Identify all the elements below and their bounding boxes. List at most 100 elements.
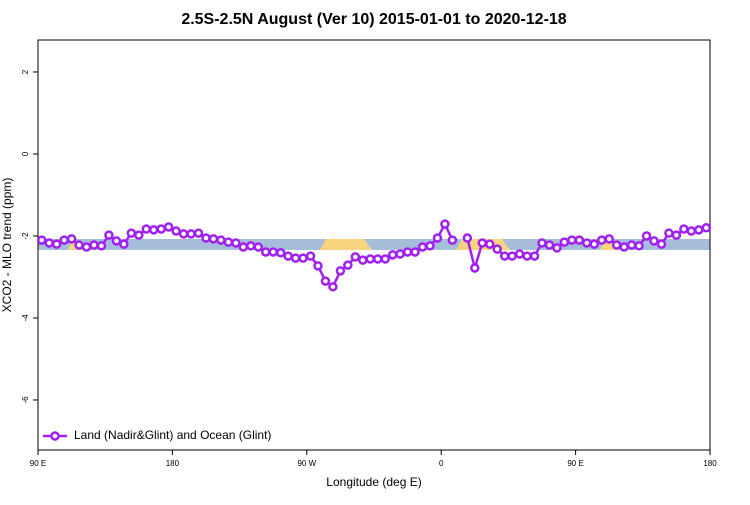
point <box>477 238 488 248</box>
point <box>350 252 361 262</box>
point <box>96 241 107 251</box>
point <box>89 240 99 250</box>
point <box>320 276 331 286</box>
y-tick-label: -6 <box>21 396 30 404</box>
point <box>290 253 301 263</box>
point <box>679 224 689 234</box>
point <box>365 254 376 264</box>
point <box>44 238 54 248</box>
point <box>305 251 316 261</box>
point <box>74 240 84 250</box>
point <box>596 235 607 245</box>
point <box>148 225 159 235</box>
point <box>425 241 435 251</box>
point <box>208 234 219 244</box>
plot-frame <box>37 39 711 451</box>
point <box>589 239 600 249</box>
point <box>111 236 122 246</box>
x-tick-label: 180 <box>703 459 717 468</box>
point <box>671 230 682 240</box>
point <box>380 254 390 264</box>
point <box>694 225 704 235</box>
point <box>499 251 510 261</box>
point <box>410 247 420 257</box>
land-patch <box>320 239 372 250</box>
point <box>201 233 211 243</box>
point <box>649 236 659 246</box>
point <box>484 239 495 249</box>
point <box>507 251 517 261</box>
point <box>231 238 241 248</box>
ocean-band <box>38 239 710 250</box>
point <box>186 229 196 239</box>
point <box>59 235 69 245</box>
point <box>664 228 674 238</box>
point <box>522 251 532 261</box>
x-tick-label: 90 E <box>567 459 583 468</box>
point <box>216 235 226 245</box>
point <box>440 219 450 229</box>
point <box>470 263 480 273</box>
point <box>492 244 502 254</box>
point <box>328 282 338 292</box>
point <box>238 242 249 252</box>
point <box>193 228 204 238</box>
point <box>275 248 286 258</box>
point <box>537 238 547 248</box>
point <box>447 235 458 245</box>
point <box>283 251 293 261</box>
y-tick-label: -2 <box>21 232 30 240</box>
point <box>626 240 637 250</box>
y-tick-label: -4 <box>21 314 30 322</box>
point <box>141 224 152 234</box>
point <box>171 226 181 236</box>
point <box>298 253 308 263</box>
point <box>462 233 473 243</box>
point <box>51 239 62 249</box>
point <box>656 239 667 249</box>
point <box>634 241 644 251</box>
point <box>574 235 585 245</box>
point <box>253 242 264 252</box>
point <box>567 235 577 245</box>
point <box>402 247 413 257</box>
point <box>619 242 629 252</box>
point <box>163 222 174 232</box>
point <box>104 230 114 240</box>
legend-label: Land (Nadir&Glint) and Ocean (Glint) <box>74 428 271 442</box>
legend-marker <box>50 431 60 441</box>
point <box>582 238 592 248</box>
point <box>529 251 540 261</box>
point <box>559 237 570 247</box>
point <box>313 261 323 271</box>
x-tick-label: 90 E <box>30 459 46 468</box>
x-tick-label: 90 W <box>297 459 316 468</box>
x-tick-label: 180 <box>166 459 180 468</box>
chart-title: 2.5S-2.5N August (Ver 10) 2015-01-01 to … <box>181 11 566 28</box>
point <box>268 247 278 257</box>
point <box>66 234 77 244</box>
point <box>260 247 271 257</box>
point <box>686 226 697 236</box>
point <box>223 237 234 247</box>
x-tick-label: 0 <box>439 459 444 468</box>
y-tick-label: 0 <box>21 151 30 156</box>
point <box>641 231 652 241</box>
point <box>544 240 555 250</box>
point <box>395 249 405 259</box>
point <box>246 241 256 251</box>
point <box>387 250 398 260</box>
point <box>358 255 368 265</box>
point <box>126 228 137 238</box>
point <box>611 240 622 250</box>
point <box>343 260 353 270</box>
point <box>81 242 92 252</box>
x-axis-label: Longitude (deg E) <box>326 475 421 489</box>
y-tick-label: 2 <box>21 69 30 74</box>
point <box>514 249 525 259</box>
point <box>372 254 383 264</box>
point <box>178 229 189 239</box>
point <box>156 224 166 234</box>
point <box>417 242 428 252</box>
